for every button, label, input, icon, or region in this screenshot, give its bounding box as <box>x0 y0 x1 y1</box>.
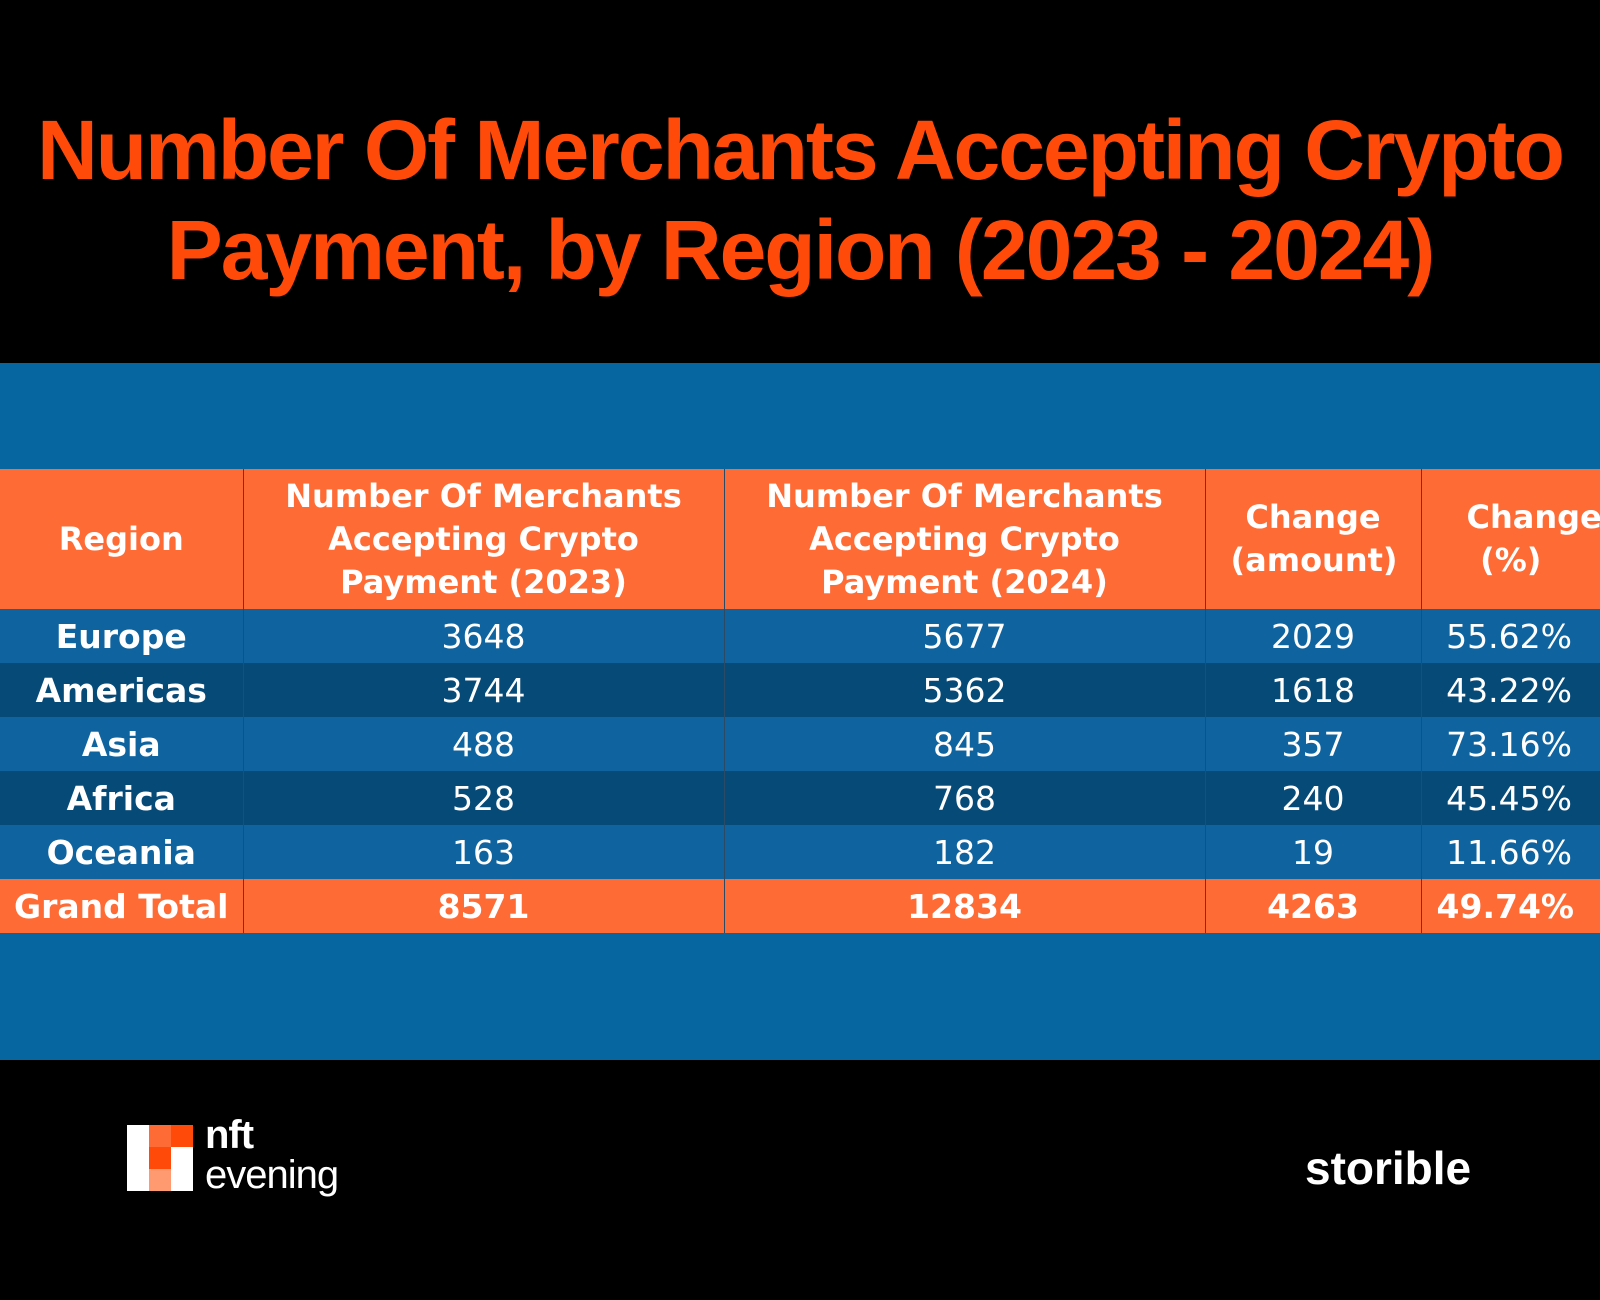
column-header-region: Region <box>0 469 244 609</box>
value-2024-cell: 845 <box>724 717 1206 771</box>
value-2023-cell: 163 <box>243 825 725 879</box>
change-amount-cell: 357 <box>1205 717 1422 771</box>
table-row: Europe 3648 5677 2029 55.62% <box>0 609 1600 663</box>
value-2024-cell: 768 <box>724 771 1206 825</box>
value-2024-cell: 5677 <box>724 609 1206 663</box>
column-header-2023: Number Of Merchants Accepting Crypto Pay… <box>243 469 725 609</box>
storible-logo: storible <box>1305 1142 1472 1194</box>
nft-evening-wordmark: nft evening <box>205 1113 339 1197</box>
nft-evening-mark-icon <box>127 1125 193 1191</box>
total-value-2023-cell: 8571 <box>243 879 725 933</box>
column-header-2024: Number Of Merchants Accepting Crypto Pay… <box>724 469 1206 609</box>
value-2024-cell: 5362 <box>724 663 1206 717</box>
region-cell: Europe <box>0 609 244 663</box>
table-header-row: Region Number Of Merchants Accepting Cry… <box>0 469 1600 609</box>
table-row: Americas 3744 5362 1618 43.22% <box>0 663 1600 717</box>
nft-evening-logo: nft evening <box>127 1115 367 1205</box>
title-line-1: Number Of Merchants Accepting Crypto <box>37 103 1565 197</box>
region-cell: Africa <box>0 771 244 825</box>
value-2023-cell: 528 <box>243 771 725 825</box>
data-table: Region Number Of Merchants Accepting Cry… <box>0 469 1600 933</box>
change-percent-cell: 43.22% <box>1421 663 1600 717</box>
table-row: Oceania 163 182 19 11.66% <box>0 825 1600 879</box>
value-2023-cell: 3648 <box>243 609 725 663</box>
logo-text-evening: evening <box>205 1153 339 1197</box>
chart-title: Number Of Merchants Accepting Crypto Pay… <box>0 100 1600 300</box>
logo-text-nft: nft <box>205 1113 254 1157</box>
change-amount-cell: 240 <box>1205 771 1422 825</box>
column-header-change-amount: Change (amount) <box>1205 469 1422 609</box>
total-value-2024-cell: 12834 <box>724 879 1206 933</box>
value-2024-cell: 182 <box>724 825 1206 879</box>
grand-total-row: Grand Total 8571 12834 4263 49.74% <box>0 879 1600 933</box>
change-amount-cell: 2029 <box>1205 609 1422 663</box>
change-amount-cell: 19 <box>1205 825 1422 879</box>
table-row: Asia 488 845 357 73.16% <box>0 717 1600 771</box>
total-region-cell: Grand Total <box>0 879 244 933</box>
region-cell: Americas <box>0 663 244 717</box>
title-line-2: Payment, by Region (2023 - 2024) <box>166 203 1436 297</box>
total-change-percent-cell: 49.74% <box>1421 879 1600 933</box>
column-header-change-percent: Change (%) <box>1421 469 1600 609</box>
change-percent-cell: 73.16% <box>1421 717 1600 771</box>
change-percent-cell: 55.62% <box>1421 609 1600 663</box>
change-percent-cell: 45.45% <box>1421 771 1600 825</box>
total-change-amount-cell: 4263 <box>1205 879 1422 933</box>
change-amount-cell: 1618 <box>1205 663 1422 717</box>
table-row: Africa 528 768 240 45.45% <box>0 771 1600 825</box>
value-2023-cell: 488 <box>243 717 725 771</box>
region-cell: Oceania <box>0 825 244 879</box>
change-percent-cell: 11.66% <box>1421 825 1600 879</box>
region-cell: Asia <box>0 717 244 771</box>
value-2023-cell: 3744 <box>243 663 725 717</box>
